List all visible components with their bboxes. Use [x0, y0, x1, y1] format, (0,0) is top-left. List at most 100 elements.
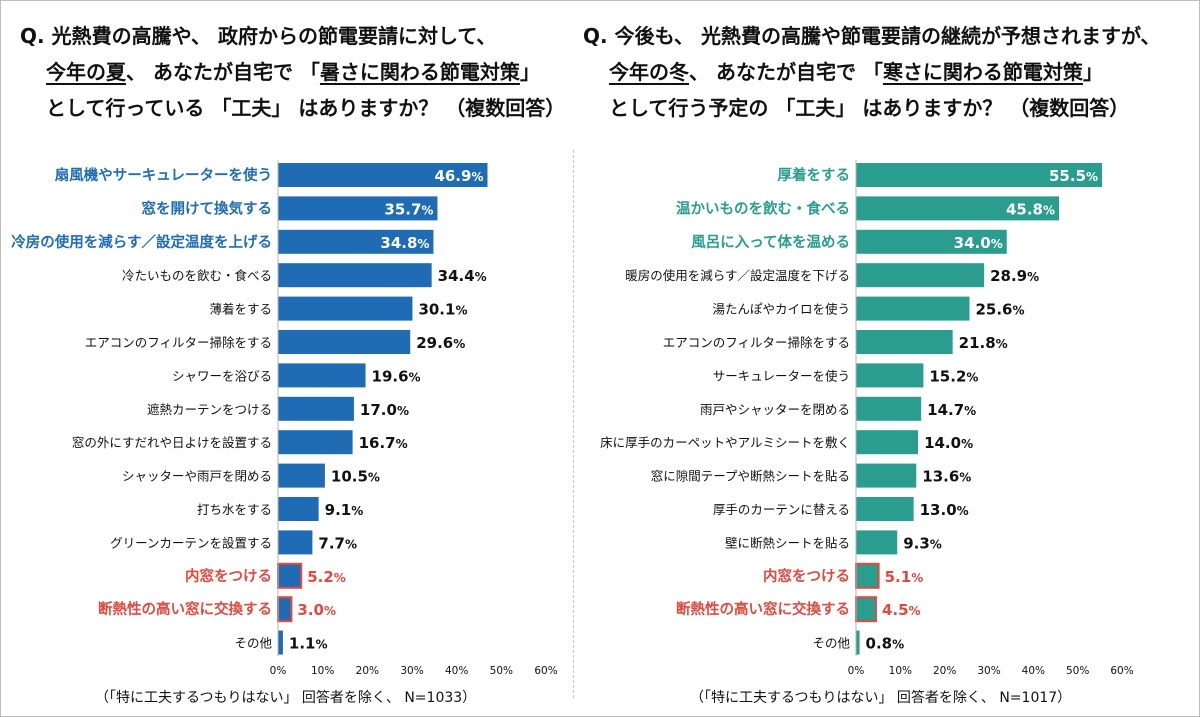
sample-note-winter: （「特に工夫するつもりはない」 回答者を除く、 N=1017）: [690, 690, 1072, 706]
question-winter-line1: Q. 今後も、 光熱費の高騰や節電要請の継続が予想されますが、: [583, 18, 1161, 54]
summer-category-label: 打ち水をする: [197, 502, 272, 517]
winter-bar: [856, 296, 970, 321]
summer-bar: [278, 430, 353, 455]
summer-bar: [278, 296, 413, 321]
summer-value-label: 5.2%: [307, 568, 346, 586]
winter-value-label: 13.0%: [920, 501, 969, 519]
summer-value-label: 7.7%: [318, 534, 357, 552]
summer-bar: [278, 229, 434, 254]
winter-value-label: 55.5%: [1049, 167, 1098, 185]
winter-category-label: 湯たんぽやカイロを使う: [712, 302, 850, 317]
summer-category-label: 内窓をつける: [185, 567, 272, 585]
winter-value-label: 5.1%: [885, 568, 924, 586]
summer-x-tick-label: 30%: [400, 665, 423, 677]
winter-category-label: エアコンのフィルター掃除をする: [663, 335, 850, 350]
question-text: 、 あなたが自宅で 「: [689, 60, 883, 84]
winter-value-label: 4.5%: [882, 601, 921, 619]
question-summer: Q. 光熱費の高騰や、 政府からの節電要請に対して、 今年の夏、 あなたが自宅で…: [20, 18, 565, 126]
summer-bar: [277, 596, 293, 623]
winter-bar: [856, 229, 1007, 254]
winter-bar: [856, 330, 953, 354]
summer-value-label: 46.9%: [434, 167, 483, 185]
question-prefix: Q.: [20, 24, 45, 48]
winter-category-label: 厚着をする: [778, 166, 851, 184]
winter-category-label: サーキュレーターを使う: [713, 368, 850, 383]
question-prefix: Q.: [583, 24, 608, 48]
winter-bar: [856, 196, 1060, 221]
winter-bar: [856, 463, 917, 488]
summer-bar: [278, 497, 319, 521]
question-text: 、 あなたが自宅で 「: [126, 60, 320, 84]
summer-category-label: シャッターや雨戸を閉める: [122, 469, 272, 484]
summer-bar: [278, 263, 432, 288]
summer-category-label: シャワーを浴びる: [172, 368, 272, 383]
topic-emphasis: 暑さに関わる節電対策: [319, 60, 520, 84]
winter-value-label: 13.6%: [922, 468, 971, 486]
question-winter-line2: 今年の冬、 あなたが自宅で 「寒さに関わる節電対策」: [583, 54, 1161, 90]
winter-value-label: 14.0%: [924, 434, 973, 452]
winter-x-tick-label: 20%: [933, 665, 956, 677]
summer-bar: [278, 463, 325, 488]
winter-value-label: 25.6%: [975, 301, 1024, 319]
summer-bar: [278, 396, 354, 421]
winter-category-label: 風呂に入って体を温める: [691, 233, 850, 251]
topic-emphasis: 寒さに関わる節電対策: [882, 60, 1083, 84]
summer-x-tick-label: 20%: [356, 665, 379, 677]
summer-category-label: 断熱性の高い窓に交換する: [98, 600, 272, 618]
winter-bar: [856, 363, 924, 388]
winter-bar: [856, 430, 919, 455]
winter-x-tick-label: 50%: [1066, 665, 1089, 677]
summer-category-label: 窓の外にすだれや日よけを設置する: [72, 435, 272, 450]
winter-x-tick-label: 40%: [1022, 665, 1045, 677]
panel-divider: [573, 150, 574, 698]
summer-category-label: 窓を開けて換気する: [142, 199, 273, 217]
summer-value-label: 35.7%: [384, 200, 433, 218]
summer-value-label: 9.1%: [325, 501, 364, 519]
season-emphasis: 今年の冬: [609, 60, 689, 84]
summer-value-label: 17.0%: [360, 401, 409, 419]
summer-category-label: グリーンカーテンを設置する: [110, 535, 272, 550]
winter-bar: [856, 630, 860, 655]
winter-bar: [855, 596, 877, 623]
question-summer-line1: Q. 光熱費の高騰や、 政府からの節電要請に対して、: [20, 18, 565, 54]
summer-category-label: 遮熱カーテンをつける: [147, 402, 272, 417]
summer-value-label: 10.5%: [331, 468, 380, 486]
summer-category-label: 薄着をする: [209, 302, 272, 317]
summer-category-label: エアコンのフィルター掃除をする: [85, 335, 272, 350]
summer-category-label: その他: [234, 636, 272, 651]
summer-x-tick-label: 40%: [445, 665, 468, 677]
winter-value-label: 45.8%: [1006, 200, 1055, 218]
winter-category-label: 窓に隙間テープや断熱シートを貼る: [651, 469, 850, 484]
winter-category-label: 温かいものを飲む・食べる: [676, 199, 850, 217]
summer-bar: [278, 530, 313, 555]
summer-category-label: 扇風機やサーキュレーターを使う: [55, 166, 272, 184]
summer-value-label: 30.1%: [418, 301, 467, 319]
season-emphasis: 今年の夏: [46, 60, 126, 84]
winter-category-label: 雨戸やシャッターを閉める: [700, 402, 850, 417]
question-summer-line3: として行っている 「工夫」 はありますか？ （複数回答）: [46, 96, 566, 120]
winter-bar: [856, 530, 898, 555]
summer-category-label: 冷房の使用を減らす／設定温度を上げる: [11, 233, 272, 251]
winter-category-label: 床に厚手のカーペットやアルミシートを敷く: [600, 435, 850, 450]
summer-value-label: 29.6%: [416, 334, 465, 352]
sample-note-summer: （「特に工夫するつもりはない」 回答者を除く、 N=1033）: [95, 690, 477, 706]
winter-category-label: 暖房の使用を減らす／設定温度を下げる: [625, 268, 850, 283]
summer-bar: [278, 330, 411, 354]
summer-value-label: 1.1%: [289, 635, 328, 653]
winter-value-label: 15.2%: [929, 367, 978, 385]
question-text: 今後も、 光熱費の高騰や節電要請の継続が予想されますが、: [614, 24, 1161, 48]
winter-category-label: 内窓をつける: [763, 567, 850, 585]
winter-bar: [856, 497, 914, 521]
summer-value-label: 34.4%: [438, 267, 487, 285]
winter-bar: [856, 263, 985, 288]
winter-category-label: 厚手のカーテンに替える: [713, 502, 850, 517]
summer-value-label: 3.0%: [297, 601, 336, 619]
winter-value-label: 34.0%: [954, 234, 1003, 252]
question-text: 」: [1082, 60, 1103, 84]
question-winter-line3: として行う予定の 「工夫」 はありますか？ （複数回答）: [609, 96, 1130, 120]
winter-category-label: その他: [812, 636, 850, 651]
winter-bar: [856, 163, 1103, 187]
winter-category-label: 壁に断熱シートを貼る: [725, 535, 850, 550]
question-winter: Q. 今後も、 光熱費の高騰や節電要請の継続が予想されますが、 今年の冬、 あな…: [583, 18, 1161, 126]
